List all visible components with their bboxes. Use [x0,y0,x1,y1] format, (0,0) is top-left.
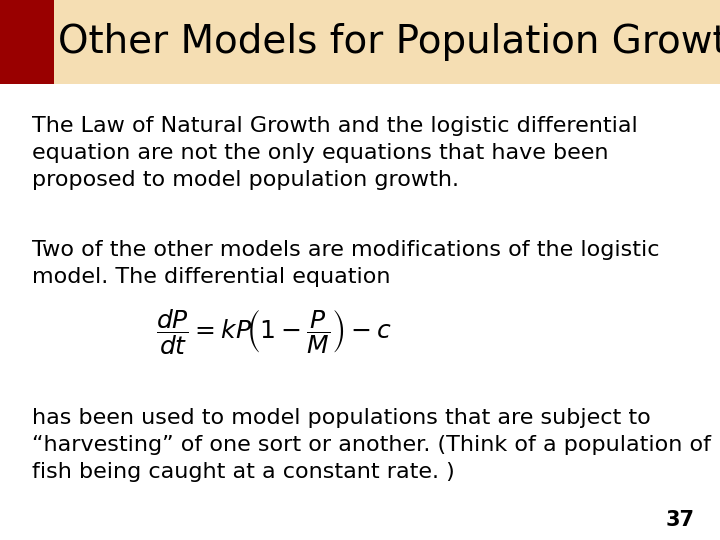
FancyBboxPatch shape [0,0,54,84]
Text: 37: 37 [666,510,695,530]
Text: has been used to model populations that are subject to
“harvesting” of one sort : has been used to model populations that … [32,408,711,482]
Text: Other Models for Population Growth: Other Models for Population Growth [58,23,720,61]
Text: Two of the other models are modifications of the logistic
model. The differentia: Two of the other models are modification… [32,240,660,287]
Text: The Law of Natural Growth and the logistic differential
equation are not the onl: The Law of Natural Growth and the logist… [32,116,638,191]
Text: $\dfrac{dP}{dt} = kP\!\left(1 - \dfrac{P}{M}\right) - c$: $\dfrac{dP}{dt} = kP\!\left(1 - \dfrac{P… [156,307,392,357]
FancyBboxPatch shape [0,0,720,84]
